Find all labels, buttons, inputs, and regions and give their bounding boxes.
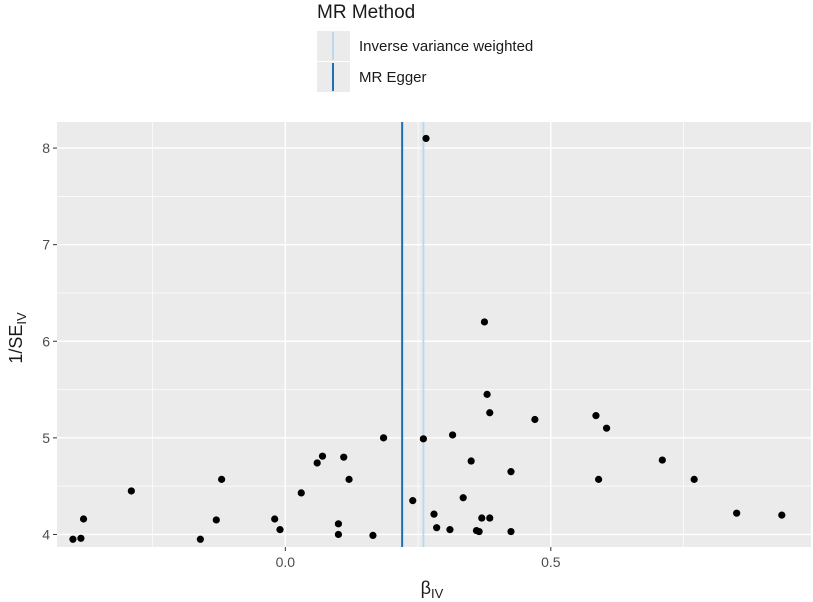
data-point xyxy=(79,515,88,523)
legend: MR Method Inverse variance weighted MR E… xyxy=(310,0,610,100)
grid-lines xyxy=(57,122,811,547)
data-point xyxy=(433,524,441,532)
data-point xyxy=(422,134,430,143)
y-axis-label: 1/SEIV xyxy=(6,312,29,364)
data-point xyxy=(369,531,377,540)
data-point xyxy=(127,487,135,495)
data-point xyxy=(507,468,515,476)
legend-key-ivw-line xyxy=(332,32,334,60)
data-point xyxy=(379,434,388,442)
y-tick-label: 6 xyxy=(42,333,50,349)
data-point xyxy=(409,497,417,505)
data-point xyxy=(69,535,77,543)
data-point xyxy=(486,409,494,417)
y-tick-label: 7 xyxy=(42,237,50,253)
method-lines xyxy=(401,122,425,547)
y-tick-label: 4 xyxy=(42,526,50,542)
data-point xyxy=(297,489,305,497)
data-point xyxy=(507,527,515,536)
data-point xyxy=(733,509,741,517)
data-point xyxy=(459,494,467,502)
data-point xyxy=(483,390,491,398)
data-point xyxy=(430,510,438,518)
data-point xyxy=(313,459,321,467)
data-point xyxy=(448,431,457,439)
data-point xyxy=(218,475,226,483)
data-point xyxy=(212,516,220,524)
y-tick-label: 8 xyxy=(42,140,50,156)
data-point xyxy=(478,514,486,522)
data-point xyxy=(486,514,494,522)
data-points xyxy=(69,134,786,543)
data-point xyxy=(595,475,603,483)
data-point xyxy=(467,457,475,465)
data-point xyxy=(531,415,539,424)
legend-title: MR Method xyxy=(317,2,416,23)
data-point xyxy=(276,526,284,534)
data-point xyxy=(419,435,427,443)
data-point xyxy=(334,520,343,528)
x-tick-label: 0.5 xyxy=(541,554,561,570)
data-point xyxy=(318,452,327,460)
data-point xyxy=(480,318,489,326)
data-point xyxy=(77,534,85,542)
x-axis-ticks: 0.0 0.5 xyxy=(276,547,561,570)
data-point xyxy=(196,535,204,543)
plot-panel xyxy=(57,122,811,547)
x-axis-label: βIV xyxy=(421,578,444,601)
data-point xyxy=(446,526,454,534)
data-point xyxy=(340,453,348,461)
data-point xyxy=(271,515,279,523)
data-point xyxy=(592,412,600,420)
x-tick-label: 0.0 xyxy=(276,554,296,570)
data-point xyxy=(475,527,483,536)
legend-label-egger: MR Egger xyxy=(359,69,427,86)
data-point xyxy=(690,475,698,483)
y-tick-label: 5 xyxy=(42,430,50,446)
data-point xyxy=(334,530,343,539)
data-point xyxy=(345,475,353,483)
data-point xyxy=(602,424,611,432)
data-point xyxy=(778,511,786,519)
legend-key-ivw xyxy=(317,31,350,61)
data-point xyxy=(658,456,666,464)
y-axis-ticks: 4 5 6 7 8 xyxy=(42,140,57,542)
legend-label-ivw: Inverse variance weighted xyxy=(359,38,534,55)
legend-key-egger xyxy=(317,62,350,92)
legend-key-egger-line xyxy=(332,63,334,91)
